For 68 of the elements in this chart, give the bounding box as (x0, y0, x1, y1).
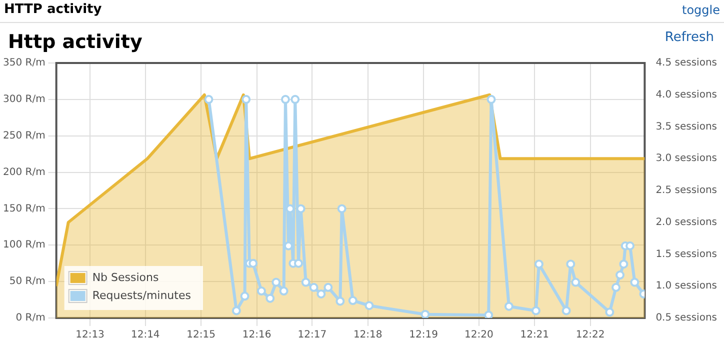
y-tick-label: 150 R/m (2, 203, 46, 214)
text: Refresh (664, 30, 714, 45)
point (364, 301, 374, 310)
point (531, 306, 540, 316)
point (484, 310, 494, 318)
point (280, 94, 290, 104)
point (571, 278, 580, 287)
point (256, 286, 266, 296)
point (309, 282, 318, 292)
y-tick-label: 350 R/m (2, 58, 46, 69)
point (316, 289, 326, 298)
point (605, 308, 614, 317)
y-tick-label: 200 R/m (2, 166, 46, 178)
y2-tick-label: 3.0 sessions (656, 153, 718, 164)
x-tick-label: 12:15 (186, 330, 216, 341)
point (294, 258, 303, 268)
point (204, 94, 214, 104)
y2-tick-label: 1.5 sessions (656, 248, 718, 260)
point (266, 294, 275, 303)
x-tick-label: 12:20 (464, 330, 494, 341)
x-tick-label: 12:13 (76, 330, 104, 341)
point (562, 306, 571, 316)
y-tick-label: 250 R/m (2, 130, 46, 142)
point (232, 306, 241, 316)
point (301, 278, 310, 287)
y2-tick-label: 0.5 sessions (656, 312, 718, 324)
point (619, 260, 628, 269)
point (420, 310, 430, 318)
x-tick-label: 12:19 (409, 330, 438, 341)
point (248, 258, 258, 268)
point (242, 94, 251, 104)
y-tick-label: 100 R/m (2, 240, 46, 251)
point (337, 204, 346, 214)
x-tick-label: 12:17 (298, 330, 327, 341)
y2-tick-label: 2.5 sessions (656, 185, 718, 196)
point (279, 286, 288, 296)
y2-tick-label: 3.5 sessions (656, 121, 718, 132)
point (626, 241, 635, 250)
x-tick-label: 12:21 (520, 330, 550, 341)
point (612, 282, 621, 292)
x-tick-label: 12:18 (353, 330, 382, 341)
x-tick-label: 12:22 (576, 330, 605, 341)
y2-tick-label: 4.5 sessions (656, 58, 718, 69)
point (272, 278, 281, 287)
y-tick-label: 50 R/m (9, 276, 46, 288)
point (336, 296, 345, 306)
point (290, 94, 300, 104)
point (616, 270, 625, 280)
text: HTTP activity (4, 2, 102, 17)
point (240, 292, 250, 301)
text: toggle (682, 3, 720, 17)
point (534, 260, 544, 269)
legend-label: Nb Sessions (92, 270, 159, 284)
point (348, 296, 358, 306)
y2-tick-label: 4.0 sessions (656, 89, 718, 100)
x-tick-label: 12:14 (130, 330, 160, 341)
y2-tick-label: 1.0 sessions (656, 280, 718, 292)
y-tick-label: 0 R/m (16, 312, 46, 324)
point (504, 302, 514, 311)
legend-label: Requests/minutes (92, 288, 192, 302)
chart-title: Http activity (8, 31, 142, 53)
point (486, 94, 496, 104)
point (566, 260, 576, 269)
point (324, 282, 333, 292)
y2-tick-label: 2.0 sessions (656, 216, 718, 228)
point (630, 278, 640, 287)
y-tick-label: 300 R/m (2, 94, 46, 106)
x-tick-label: 12:16 (242, 330, 272, 341)
